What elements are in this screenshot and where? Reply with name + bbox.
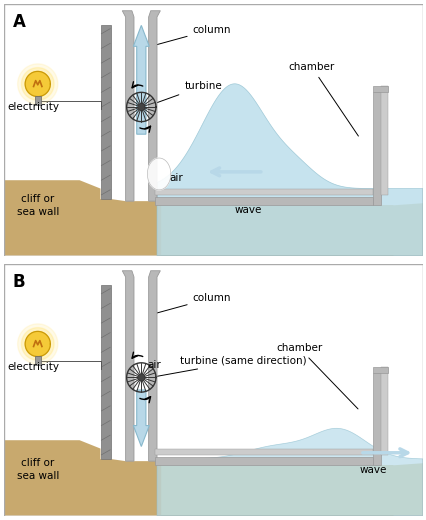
- Polygon shape: [25, 331, 50, 357]
- Polygon shape: [21, 328, 54, 360]
- Polygon shape: [17, 324, 58, 364]
- Bar: [380, 86, 387, 195]
- Text: chamber: chamber: [288, 62, 357, 136]
- Bar: [100, 285, 111, 459]
- Text: chamber: chamber: [276, 343, 357, 409]
- Bar: [155, 197, 371, 205]
- Polygon shape: [138, 105, 144, 110]
- Polygon shape: [25, 71, 50, 97]
- Polygon shape: [133, 25, 149, 134]
- Bar: [100, 25, 111, 199]
- Bar: [35, 96, 40, 105]
- Text: electricity: electricity: [8, 102, 60, 112]
- Bar: [371, 93, 380, 205]
- Polygon shape: [122, 11, 134, 201]
- Text: wave: wave: [359, 464, 386, 475]
- Polygon shape: [4, 440, 392, 515]
- Text: electricity: electricity: [8, 362, 60, 372]
- Polygon shape: [148, 271, 160, 461]
- Text: cliff or
sea wall: cliff or sea wall: [17, 458, 59, 480]
- Text: wave: wave: [234, 204, 261, 215]
- Text: A: A: [13, 13, 26, 31]
- Text: column: column: [153, 293, 230, 314]
- Bar: [371, 373, 380, 465]
- Bar: [371, 86, 387, 93]
- Text: B: B: [13, 273, 25, 291]
- Text: column: column: [153, 24, 230, 46]
- Polygon shape: [147, 158, 170, 190]
- Bar: [371, 367, 387, 373]
- Bar: [35, 356, 40, 365]
- Text: air: air: [147, 360, 161, 370]
- Text: turbine: turbine: [153, 81, 222, 104]
- Polygon shape: [122, 271, 134, 461]
- Bar: [380, 367, 387, 455]
- Polygon shape: [17, 64, 58, 104]
- Polygon shape: [21, 68, 54, 100]
- Polygon shape: [161, 203, 422, 255]
- Bar: [155, 449, 371, 455]
- Bar: [155, 457, 371, 465]
- Bar: [155, 189, 371, 195]
- Polygon shape: [4, 180, 392, 255]
- Text: turbine (same direction): turbine (same direction): [153, 356, 306, 377]
- Polygon shape: [138, 375, 144, 380]
- Polygon shape: [133, 390, 149, 447]
- Text: cliff or
sea wall: cliff or sea wall: [17, 194, 59, 216]
- Polygon shape: [148, 11, 160, 201]
- Polygon shape: [157, 84, 422, 255]
- Polygon shape: [157, 428, 422, 515]
- Text: air: air: [169, 173, 183, 183]
- Polygon shape: [161, 463, 422, 515]
